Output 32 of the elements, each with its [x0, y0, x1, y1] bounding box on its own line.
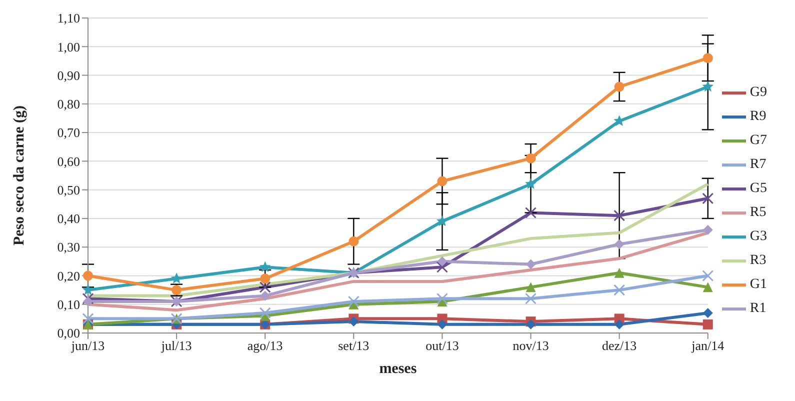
legend-label: R5 — [750, 204, 766, 220]
y-tick-label: 0,60 — [57, 154, 80, 169]
x-tick-label: jun/13 — [70, 338, 105, 354]
legend-label: G1 — [750, 276, 767, 292]
x-tick-label: ago/13 — [247, 338, 283, 354]
x-axis-title: meses — [379, 361, 417, 377]
legend-label: R1 — [750, 300, 766, 316]
legend-label: G7 — [750, 132, 767, 148]
x-tick-label: set/13 — [338, 338, 370, 354]
legend-label: G3 — [750, 228, 767, 244]
legend-label: R3 — [750, 252, 766, 268]
x-tick-label: jul/13 — [160, 338, 192, 354]
legend-label: R7 — [750, 156, 766, 172]
y-tick-label: 0,30 — [57, 240, 80, 255]
y-tick-label: 1,10 — [57, 10, 80, 26]
x-tick-label: out/13 — [426, 338, 459, 354]
y-tick-label: 0,50 — [57, 182, 80, 198]
x-tick-label: nov/13 — [512, 338, 549, 354]
y-tick-label: 0,80 — [57, 96, 80, 112]
y-tick-label: 0,90 — [57, 68, 80, 83]
y-tick-label: 0,20 — [57, 268, 80, 284]
y-tick-label: 0,40 — [57, 211, 80, 226]
legend-label: G5 — [750, 180, 767, 196]
y-tick-label: 0,70 — [57, 125, 80, 140]
x-tick-label: jan/14 — [690, 338, 725, 354]
y-tick-label: 0,00 — [57, 326, 80, 341]
y-tick-label: 1,00 — [57, 39, 80, 54]
legend-label: G9 — [750, 84, 767, 100]
y-tick-label: 0,10 — [57, 296, 80, 312]
x-tick-label: dez/13 — [602, 338, 637, 354]
y-axis-title: Peso seco da carne (g) — [11, 106, 28, 246]
legend-label: R9 — [750, 108, 766, 124]
